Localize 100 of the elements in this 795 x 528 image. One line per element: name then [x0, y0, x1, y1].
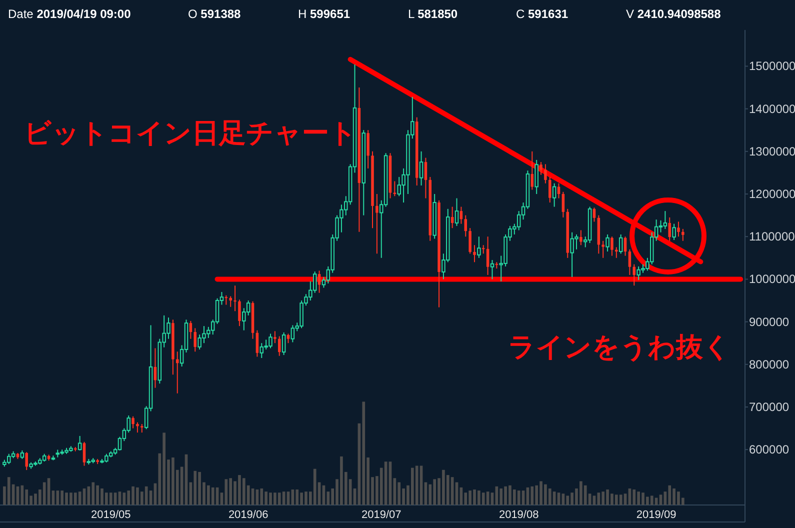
- bar: [415, 466, 418, 505]
- candlestick: [176, 351, 179, 394]
- bar: [597, 492, 600, 505]
- candlestick: [454, 198, 459, 226]
- candlestick: [256, 330, 259, 358]
- candlestick: [282, 332, 286, 356]
- y-tick-label: 600000: [749, 442, 790, 457]
- x-tick-label: 2019/05: [90, 509, 131, 521]
- bar: [25, 490, 28, 505]
- candlestick: [132, 416, 134, 429]
- candlestick: [580, 230, 582, 246]
- text: H 599651: [298, 7, 350, 21]
- candlestick: [78, 435, 82, 451]
- bar: [211, 487, 214, 505]
- candlestick: [544, 164, 547, 184]
- candlestick: [229, 296, 232, 308]
- candlestick: [312, 271, 317, 294]
- candlestick: [615, 246, 618, 258]
- bar: [398, 482, 401, 505]
- candlestick: [419, 150, 424, 186]
- candlestick: [677, 221, 680, 238]
- y-tick-label: 1300000: [749, 144, 795, 158]
- bar: [92, 482, 95, 505]
- text: O 591388: [188, 7, 242, 21]
- candlestick: [25, 452, 28, 471]
- candlestick: [468, 228, 472, 254]
- bar: [260, 488, 264, 505]
- candlestick: [450, 206, 454, 229]
- bar: [362, 402, 366, 505]
- y-tick-label: 900000: [749, 314, 790, 329]
- bar: [7, 477, 10, 505]
- text: L 581850: [408, 7, 458, 21]
- candlestick: [592, 207, 596, 222]
- text: ビットコイン日足チャート: [24, 118, 357, 148]
- bar: [566, 496, 570, 505]
- bar: [144, 486, 148, 505]
- candlestick: [274, 330, 276, 344]
- bar: [659, 494, 662, 505]
- candlestick: [473, 244, 476, 263]
- bar: [650, 496, 654, 505]
- text: C 591631: [516, 7, 568, 21]
- candlestick: [663, 210, 668, 230]
- candlestick: [393, 180, 396, 197]
- candlestick: [530, 150, 534, 190]
- candlestick: [224, 294, 228, 306]
- bar: [194, 470, 197, 505]
- candlestick: [606, 234, 610, 252]
- candlestick: [477, 236, 481, 258]
- bar: [122, 492, 126, 505]
- y-tick-label: 1200000: [749, 187, 795, 201]
- candlestick: [424, 157, 428, 199]
- bar: [592, 496, 596, 505]
- candlestick: [562, 191, 565, 218]
- bar: [530, 486, 534, 505]
- bar: [619, 494, 622, 505]
- x-tick-label: 2019/09: [636, 509, 676, 521]
- x-tick-label: 2019/06: [228, 509, 268, 521]
- candlestick: [548, 176, 552, 204]
- candlestick: [682, 228, 684, 242]
- candlestick: [672, 223, 676, 241]
- y-tick-label: 1400000: [749, 102, 795, 116]
- candlestick: [516, 210, 521, 231]
- bar: [224, 479, 228, 505]
- y-tick-label: 800000: [749, 357, 790, 372]
- bar: [584, 485, 587, 505]
- candlestick: [628, 248, 632, 276]
- candlestick: [238, 299, 241, 327]
- text: Date 2019/04/19 09:00: [8, 7, 132, 21]
- x-tick-label: 2019/08: [498, 509, 539, 521]
- candlestick: [6, 453, 11, 465]
- candlestick: [624, 236, 627, 256]
- candlestick: [460, 206, 463, 224]
- candlestick: [376, 194, 378, 254]
- bar: [278, 492, 281, 505]
- bar: [42, 482, 46, 505]
- candlestick: [552, 182, 556, 208]
- bar: [495, 486, 498, 505]
- candlestick: [260, 342, 264, 358]
- y-tick-label: 1500000: [749, 59, 795, 74]
- annotation: ラインをうわ抜く: [508, 332, 731, 362]
- candlestick: [534, 159, 538, 194]
- candlestick: [668, 216, 671, 242]
- bar: [548, 488, 552, 505]
- candlestick: [490, 260, 494, 280]
- candlestick: [602, 240, 604, 258]
- bar: [296, 490, 299, 505]
- bar: [313, 468, 316, 505]
- candlestick: [610, 236, 614, 256]
- bar: [74, 492, 77, 505]
- bar: [632, 490, 636, 505]
- candlestick: [234, 285, 236, 312]
- candlestick: [486, 236, 490, 276]
- candlestick: [632, 264, 636, 286]
- y-tick-label: 700000: [749, 400, 790, 414]
- candlestick: [189, 320, 192, 340]
- text: V 2410.94098588: [626, 7, 722, 21]
- candlestick: [540, 162, 542, 176]
- bar: [56, 490, 60, 505]
- candlestick: [278, 336, 281, 356]
- bar: [109, 492, 112, 505]
